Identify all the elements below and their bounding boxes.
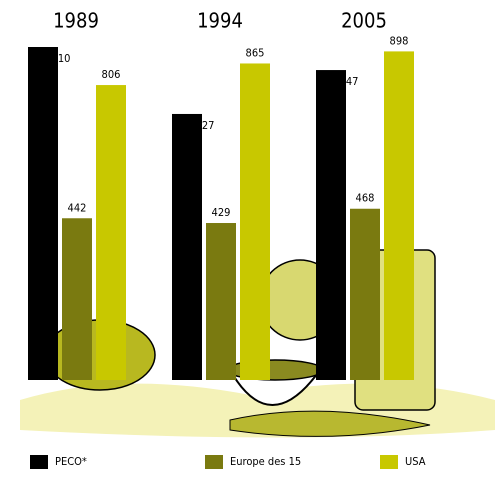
legend-swatch xyxy=(205,455,223,469)
value-label: 898 xyxy=(390,34,409,47)
value-label: 910 xyxy=(52,52,71,65)
value-label: 442 xyxy=(68,201,87,214)
group-label: 1989 xyxy=(53,9,99,33)
bar xyxy=(172,114,202,380)
bar xyxy=(316,70,346,380)
legend-label: PECO* xyxy=(55,455,87,468)
group-label: 1994 xyxy=(197,9,243,33)
legend-swatch xyxy=(30,455,48,469)
legend-label: Europe des 15 xyxy=(230,455,301,468)
value-label: 429 xyxy=(212,206,231,219)
chart: 1989 910 442 806 1994 727 429 865 2005 847 468 898 P… xyxy=(0,0,502,494)
bar xyxy=(350,209,380,380)
bar xyxy=(96,85,126,380)
bar xyxy=(240,63,270,380)
bar xyxy=(28,47,58,380)
bar xyxy=(206,223,236,380)
value-label: 806 xyxy=(102,68,121,81)
value-label: 865 xyxy=(246,46,265,59)
value-label: 468 xyxy=(356,192,375,205)
bar xyxy=(62,218,92,380)
bar xyxy=(384,51,414,380)
group-label: 2005 xyxy=(341,9,387,33)
value-label: 847 xyxy=(340,75,359,88)
legend-swatch xyxy=(380,455,398,469)
value-label: 727 xyxy=(196,119,215,132)
legend-label: USA xyxy=(405,455,426,468)
